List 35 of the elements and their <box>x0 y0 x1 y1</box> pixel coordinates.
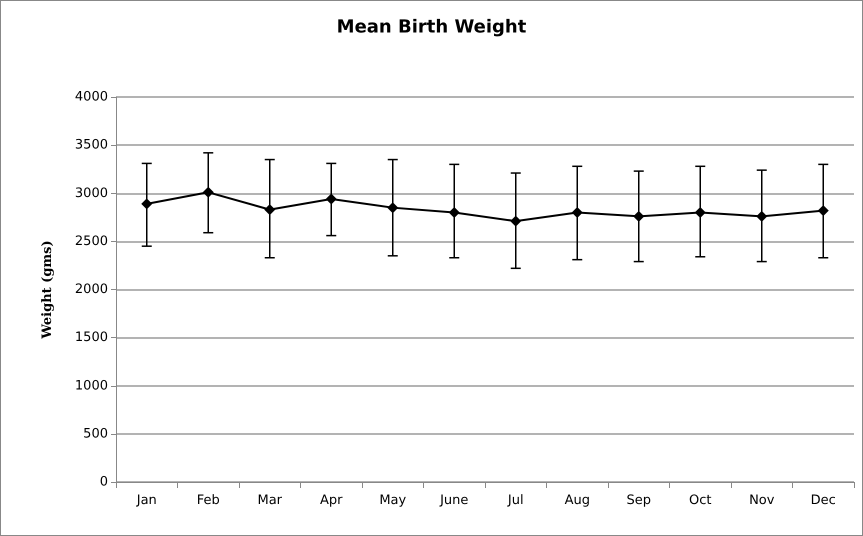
x-tick-label: Dec <box>810 493 836 508</box>
x-tick-label: Jan <box>136 493 157 508</box>
y-tick-label: 500 <box>83 426 108 442</box>
point <box>202 186 214 198</box>
x-tick-label: Aug <box>564 493 590 508</box>
point <box>264 204 276 216</box>
x-tick-label: Feb <box>196 493 220 508</box>
y-tick-label: 4000 <box>74 90 108 104</box>
point <box>818 205 829 216</box>
y-tick-label: 3500 <box>74 138 108 153</box>
x-tick-label: June <box>439 493 468 508</box>
point <box>572 207 583 218</box>
x-tick-label: Oct <box>689 493 712 508</box>
point <box>756 210 768 222</box>
chart-title: Mean Birth Weight <box>336 16 527 38</box>
x-tick-label: Nov <box>749 493 775 508</box>
x-tick-label: Jul <box>506 493 524 508</box>
y-tick-label: 3000 <box>74 186 108 201</box>
point <box>387 202 398 214</box>
y-tick-label: 1500 <box>74 330 108 346</box>
x-tick-label: Sep <box>626 493 652 508</box>
y-tick-label: 2500 <box>74 234 108 249</box>
x-tick-label: Apr <box>320 493 344 508</box>
point <box>633 210 644 222</box>
y-tick-label: 0 <box>100 474 108 490</box>
x-tick-label: May <box>379 493 406 508</box>
point <box>448 207 460 218</box>
point <box>141 198 152 210</box>
point <box>510 216 522 227</box>
point <box>326 194 337 205</box>
y-tick-label: 1000 <box>74 378 108 394</box>
y-tick-label: 2000 <box>74 282 108 297</box>
y-axis-title: Weight (gms) <box>40 240 55 340</box>
x-tick-label: Mar <box>257 493 283 508</box>
point <box>694 207 706 218</box>
